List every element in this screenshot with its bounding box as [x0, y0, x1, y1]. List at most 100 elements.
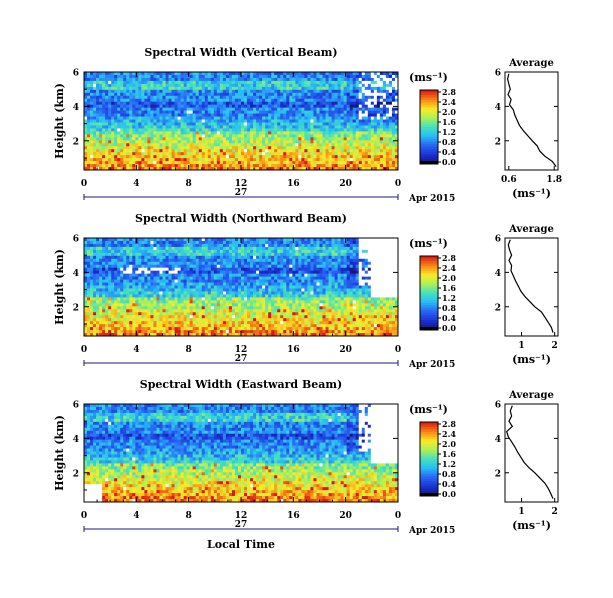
heatmap-cell — [129, 330, 133, 334]
heatmap-cell — [114, 80, 118, 85]
heatmap-cell — [231, 83, 236, 88]
heatmap-cell — [280, 131, 284, 135]
heatmap-cell — [192, 297, 197, 301]
heatmap-cell — [301, 95, 305, 100]
heatmap-cell — [138, 149, 142, 153]
heatmap-cell — [213, 161, 218, 165]
heatmap-cell — [198, 279, 203, 283]
heatmap-cell — [150, 309, 154, 313]
heatmap-cell — [192, 270, 197, 274]
heatmap-cell — [394, 155, 398, 159]
heatmap-cell — [99, 291, 103, 295]
heatmap-cell — [162, 267, 166, 272]
heatmap-cell — [331, 101, 335, 106]
heatmap-cell — [295, 137, 299, 141]
heatmap-cell — [231, 137, 236, 141]
heatmap-cell — [111, 155, 115, 159]
heatmap-cell — [195, 158, 200, 162]
heatmap-cell — [123, 243, 127, 248]
heatmap-cell — [174, 255, 178, 260]
heatmap-cell — [349, 98, 354, 103]
heatmap-cell — [385, 119, 390, 123]
heatmap-cell — [289, 137, 293, 141]
heatmap-cell — [147, 255, 151, 260]
heatmap-cell — [156, 110, 160, 114]
heatmap-cell — [195, 107, 200, 111]
heatmap-cell — [201, 330, 206, 334]
heatmap-cell — [96, 161, 100, 165]
heatmap-cell — [123, 167, 127, 170]
heatmap-cell — [165, 294, 169, 298]
heatmap-cell — [337, 95, 341, 100]
heatmap-cell — [343, 161, 348, 165]
heatmap-cell — [162, 74, 166, 79]
heatmap-cell — [117, 249, 121, 254]
heatmap-cell — [244, 92, 248, 97]
heatmap-cell — [108, 238, 112, 242]
heatmap-cell — [102, 83, 106, 88]
heatmap-cell — [250, 140, 254, 144]
heatmap-cell — [334, 80, 338, 85]
heatmap-cell — [286, 104, 290, 108]
heatmap-cell — [150, 318, 154, 322]
heatmap-cell — [222, 86, 227, 91]
heatmap-cell — [123, 98, 127, 103]
heatmap-cell — [144, 107, 148, 111]
heatmap-cell — [159, 303, 163, 307]
heatmap-cell — [141, 122, 145, 126]
heatmap-cell — [370, 134, 375, 138]
heatmap-cell — [93, 240, 97, 245]
heatmap-cell — [325, 110, 329, 114]
heatmap-cell — [120, 164, 124, 168]
heatmap-cell — [84, 152, 88, 156]
heatmap-cell — [129, 249, 133, 254]
heatmap-cell — [301, 83, 305, 88]
heatmap-cell — [247, 77, 251, 82]
heatmap-cell — [156, 294, 160, 298]
heatmap-cell — [316, 164, 320, 168]
heatmap-cell — [364, 83, 369, 88]
heatmap-cell — [165, 243, 169, 248]
heatmap-cell — [120, 300, 124, 304]
heatmap-cell — [162, 137, 166, 141]
heatmap-cell — [271, 95, 275, 100]
heatmap-cell — [385, 158, 390, 162]
heatmap-cell — [204, 83, 209, 88]
heatmap-cell — [222, 128, 227, 132]
heatmap-cell — [132, 327, 136, 331]
heatmap-cell — [337, 77, 341, 82]
heatmap-cell — [204, 318, 209, 322]
heatmap-cell — [84, 131, 88, 135]
heatmap-cell — [204, 249, 209, 254]
heatmap-cell — [174, 306, 178, 310]
heatmap-cell — [325, 119, 329, 123]
heatmap-cell — [159, 246, 163, 251]
heatmap-cell — [93, 291, 97, 295]
heatmap-cell — [102, 89, 106, 94]
heatmap-cell — [225, 146, 230, 150]
heatmap-cell — [159, 158, 163, 162]
heatmap-cell — [117, 243, 121, 248]
heatmap-cell — [120, 158, 124, 162]
heatmap-cell — [144, 140, 148, 144]
heatmap-cell — [174, 312, 178, 316]
heatmap-cell — [126, 243, 130, 248]
heatmap-cell — [328, 107, 332, 111]
heatmap-cell — [189, 128, 194, 132]
heatmap-cell — [349, 72, 354, 76]
heatmap-cell — [198, 152, 203, 156]
heatmap-cell — [289, 95, 293, 100]
heatmap-cell — [219, 167, 224, 170]
heatmap-cell — [108, 321, 112, 325]
heatmap-cell — [135, 300, 139, 304]
heatmap-cell — [144, 149, 148, 153]
heatmap-cell — [135, 158, 139, 162]
heatmap-cell — [177, 282, 181, 286]
heatmap-cell — [192, 89, 197, 94]
heatmap-cell — [313, 116, 317, 120]
heatmap-cell — [361, 128, 366, 132]
heatmap-cell — [132, 312, 136, 316]
heatmap-cell — [241, 167, 245, 170]
heatmap-cell — [120, 119, 124, 123]
heatmap-cell — [295, 128, 299, 132]
